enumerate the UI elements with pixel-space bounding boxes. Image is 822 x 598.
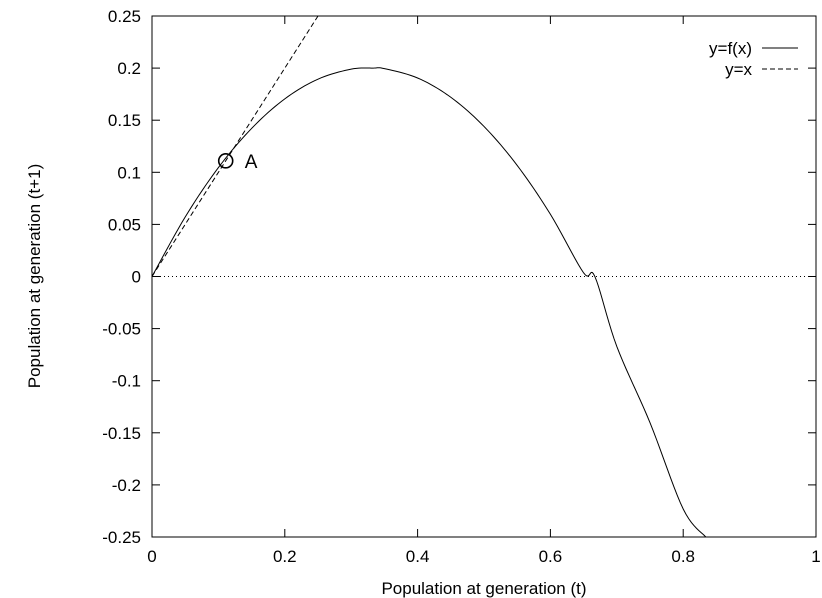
y-tick-label: 0.1 (117, 163, 141, 182)
y-tick-label: -0.1 (112, 372, 141, 391)
y-tick-label: -0.15 (102, 424, 141, 443)
series-line-y-f-x- (151, 67, 707, 538)
x-tick-label: 1 (811, 547, 820, 566)
y-tick-label: 0 (132, 268, 141, 287)
y-tick-label: 0.05 (108, 215, 141, 234)
legend-label: y=x (725, 60, 752, 79)
y-tick-label: 0.2 (117, 59, 141, 78)
annotation-marker (217, 153, 234, 169)
legend-label: y=f(x) (709, 39, 752, 58)
x-tick-label: 0.4 (406, 547, 430, 566)
series-line-y-x (151, 15, 319, 277)
y-tick-label: -0.2 (112, 476, 141, 495)
x-tick-label: 0 (147, 547, 156, 566)
annotation-label: A (245, 152, 258, 173)
x-tick-label: 0.8 (671, 547, 695, 566)
ticks-layer: 0 0.2 0.4 0.6 0.8 1 -0.25 -0.2 -0.15 -0.1 -0.05 0 0.… (102, 7, 820, 566)
annotation-layer: A (217, 152, 258, 173)
y-tick-label: 0.15 (108, 111, 141, 130)
x-tick-label: 0.6 (539, 547, 563, 566)
y-tick-label: -0.25 (102, 528, 141, 547)
y-axis-label: Population at generation (t+1) (25, 164, 44, 388)
series-layer (151, 15, 816, 538)
x-axis-label: Population at generation (t) (381, 579, 586, 598)
x-tick-label: 0.2 (273, 547, 297, 566)
y-tick-label: -0.05 (102, 320, 141, 339)
legend: y=f(x) y=x (709, 39, 798, 79)
y-tick-label: 0.25 (108, 7, 141, 26)
